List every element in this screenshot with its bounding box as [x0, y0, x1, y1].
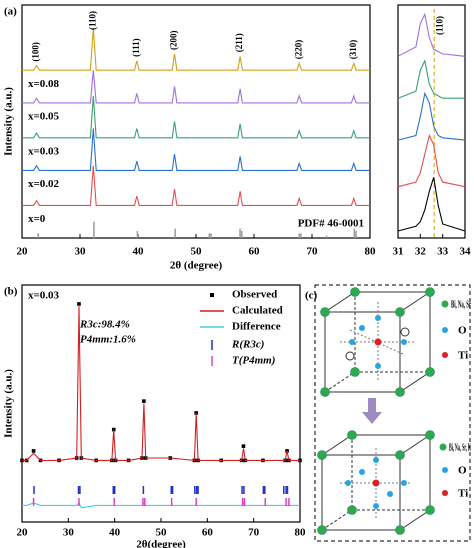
legend-label: T(P4mm) — [232, 355, 275, 367]
arrow — [362, 398, 382, 424]
legend-label: Bi, Na, Sr, K — [449, 442, 471, 454]
series-line — [22, 70, 370, 104]
x-axis-label: 2θ (degree) — [170, 260, 223, 272]
x-tick-label: 20 — [17, 527, 29, 539]
series-line — [397, 133, 466, 188]
series-line — [22, 165, 370, 206]
peak-label: (100) — [31, 42, 41, 62]
legend-top: Bi, Na, Sr O Ti — [441, 299, 471, 362]
peak-label: (220) — [293, 40, 303, 60]
legend-label: R(R3c) — [231, 339, 264, 351]
observed-point — [77, 302, 81, 306]
y-axis-label: Intensity (a.u.) — [3, 369, 15, 438]
series-label: x=0.03 — [28, 145, 60, 157]
x-tick-label: 33 — [437, 246, 449, 258]
peak-label: (110) — [87, 11, 97, 30]
x-tick-label: 30 — [63, 527, 75, 539]
panel-c: (c) Bi, Na, Sr O Ti — [305, 284, 471, 542]
peak-label: (111) — [131, 38, 141, 57]
legend-label: Difference — [232, 321, 281, 333]
atoms-bottom — [317, 430, 435, 535]
legend-label: O — [458, 325, 467, 337]
x-tick-label: 34 — [460, 246, 472, 258]
x-tick-label: 31 — [393, 246, 404, 258]
reference-label: PDF# 46-0001 — [298, 218, 364, 230]
panel-label: (c) — [305, 290, 318, 302]
x-tick-label: 70 — [307, 246, 319, 258]
x-tick-label: 50 — [156, 527, 168, 539]
panel-c-frame — [314, 284, 471, 542]
x-tick-label: 30 — [75, 246, 87, 258]
peak-label: (310) — [348, 40, 358, 60]
legend-label: Ti — [458, 488, 468, 500]
observed-point — [241, 444, 246, 448]
x-tick-label: 80 — [295, 527, 307, 539]
series-line — [22, 28, 370, 71]
x-tick-label: 70 — [248, 527, 260, 539]
series-line — [22, 306, 300, 462]
series-label: x=0.02 — [28, 178, 60, 190]
legend-label: Observed — [232, 289, 277, 301]
legend-bottom: Bi, Na, Sr, K O Ti — [439, 442, 471, 500]
panel-label: (b) — [4, 286, 18, 298]
observed-point — [31, 449, 36, 453]
observed-point — [142, 399, 146, 403]
series-line — [397, 177, 466, 232]
annotation: R3c:98.4% — [79, 319, 130, 331]
annotation: x=0.03 — [28, 290, 60, 302]
series-label: x=0 — [28, 213, 46, 225]
x-axis-label: 2θ(degree) — [136, 539, 186, 548]
x-tick-label: 60 — [249, 246, 261, 258]
legend-label: Bi, Na, Sr — [451, 299, 471, 311]
legend-swatch — [210, 293, 214, 297]
atoms-top — [320, 287, 435, 397]
peak-label: (200) — [169, 30, 179, 50]
series-label: x=0.05 — [28, 110, 60, 122]
series-line — [22, 95, 370, 139]
x-tick-label: 40 — [133, 246, 145, 258]
peak-label: (211) — [234, 33, 244, 52]
legend-label: Calculated — [232, 305, 283, 317]
x-tick-label: 40 — [109, 527, 121, 539]
x-tick-label: 80 — [365, 246, 377, 258]
plot-frame — [397, 4, 466, 239]
legend-label: Ti — [458, 350, 468, 362]
plot-frame — [21, 4, 371, 239]
x-tick-label: 32 — [415, 246, 427, 258]
x-tick-label: 20 — [17, 246, 29, 258]
series-line — [22, 502, 300, 509]
x-tick-label: 50 — [191, 246, 203, 258]
x-tick-label: 60 — [202, 527, 214, 539]
y-axis-label: Intensity (a.u.) — [3, 87, 15, 156]
peak-label: (110) — [434, 16, 444, 35]
series-line — [22, 128, 370, 171]
series-line — [397, 91, 466, 141]
series-line — [397, 59, 465, 99]
annotation: P4mm:1.6% — [80, 334, 136, 346]
panel-label: (a) — [4, 6, 17, 18]
legend-label: O — [458, 465, 467, 477]
series-label: x=0.08 — [28, 78, 60, 90]
series-line — [397, 12, 466, 57]
